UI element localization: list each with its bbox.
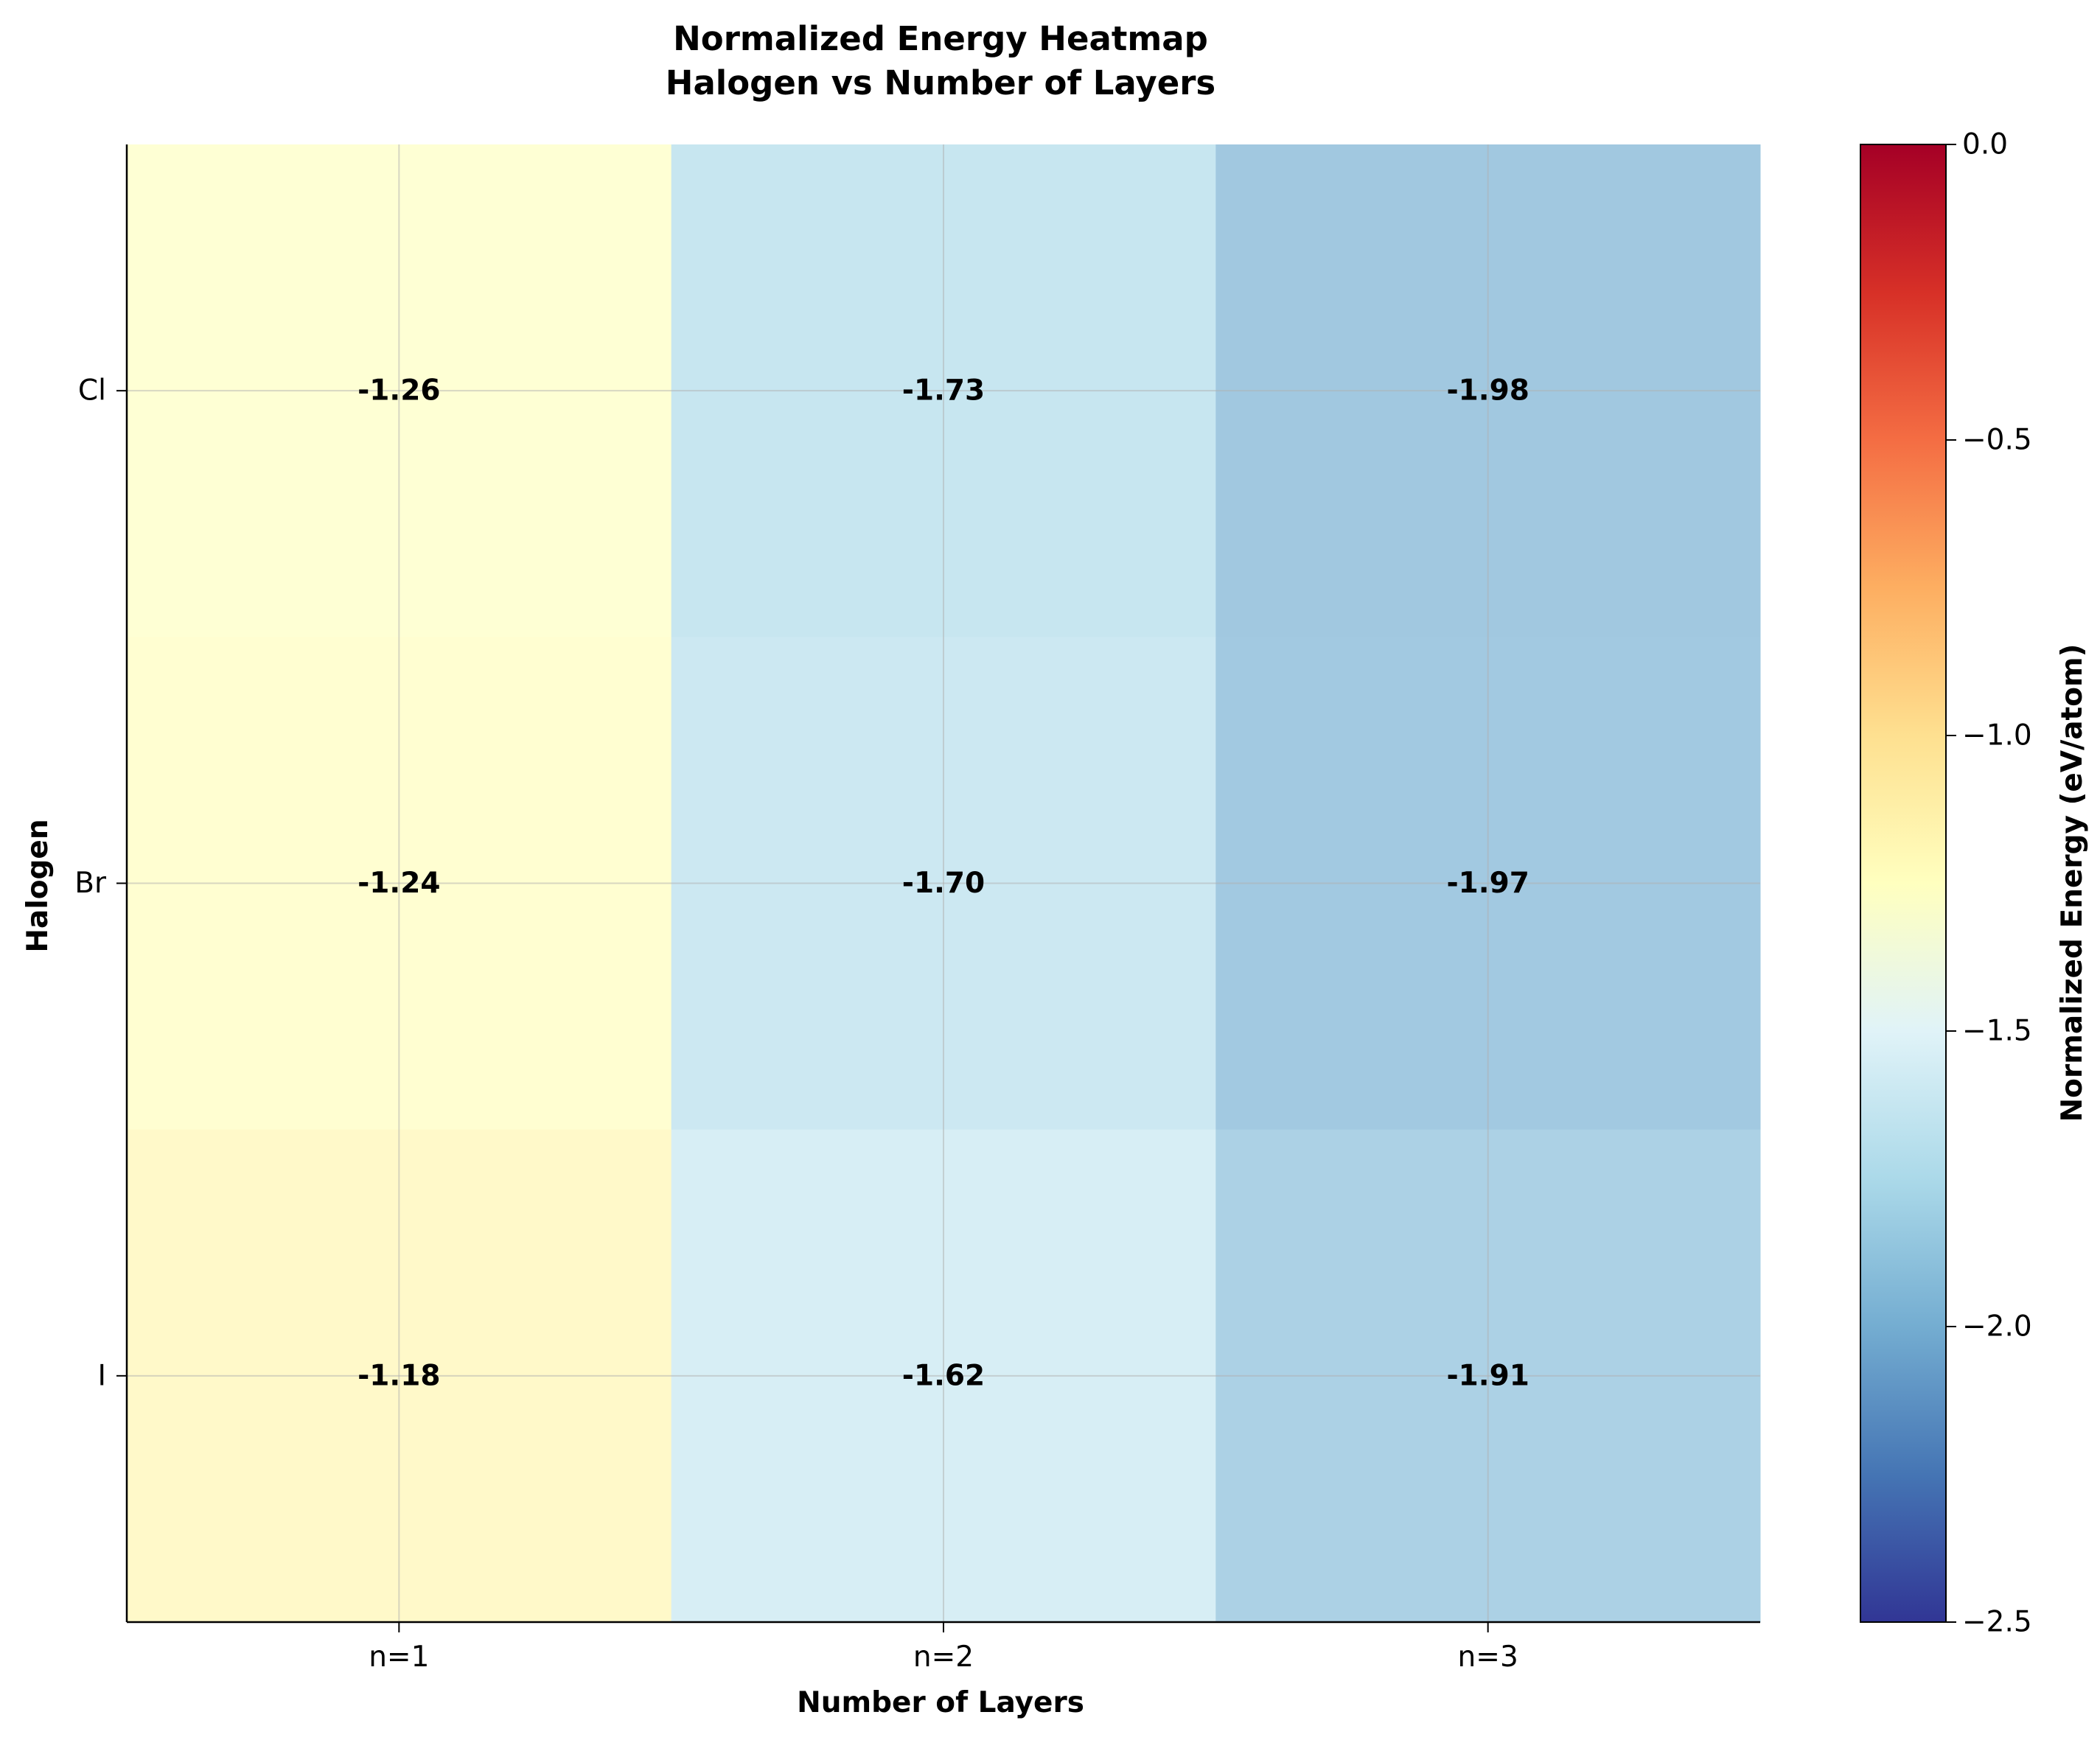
- x-tick-label: n=1: [369, 1641, 429, 1674]
- x-tick-label: n=3: [1458, 1641, 1518, 1674]
- y-tick-label: Br: [74, 867, 107, 900]
- x-tick-label: n=2: [913, 1641, 974, 1674]
- chart-title: Normalized Energy Heatmap: [673, 19, 1208, 58]
- colorbar-ticks: 0.0 −0.5 −1.0 −1.5 −2.0 −2.5: [1946, 128, 2032, 1639]
- colorbar-tick-label: −0.5: [1962, 424, 2032, 457]
- colorbar-tick-label: 0.0: [1962, 128, 2008, 161]
- chart-subtitle: Halogen vs Number of Layers: [666, 63, 1215, 102]
- colorbar-tick-label: −2.5: [1962, 1606, 2032, 1639]
- cell-value-label: -1.98: [1446, 374, 1529, 408]
- cell-value-label: -1.26: [357, 374, 440, 408]
- y-tick-label: Cl: [78, 374, 106, 408]
- y-tick-label: I: [97, 1359, 106, 1392]
- cell-value-labels: -1.26 -1.73 -1.98 -1.24 -1.70 -1.97 -1.18 -1.62…: [357, 374, 1529, 1393]
- colorbar-tick-label: −1.0: [1962, 719, 2032, 752]
- gridlines: [127, 144, 1760, 1622]
- x-axis-ticks: n=1 n=2 n=3: [369, 1622, 1518, 1674]
- y-axis-ticks: Cl Br I: [74, 374, 127, 1392]
- colorbar: [1860, 144, 1947, 1623]
- cell-value-label: -1.18: [357, 1359, 440, 1392]
- cell-value-label: -1.97: [1446, 867, 1529, 900]
- y-axis-label: Halogen: [21, 819, 55, 952]
- cell-value-label: -1.24: [357, 867, 440, 900]
- colorbar-label: Normalized Energy (eV/atom): [2056, 644, 2089, 1122]
- x-axis-label: Number of Layers: [797, 1686, 1084, 1719]
- colorbar-tick-label: −1.5: [1962, 1015, 2032, 1048]
- cell-value-label: -1.91: [1446, 1359, 1529, 1392]
- colorbar-tick-label: −2.0: [1962, 1310, 2032, 1344]
- cell-value-label: -1.62: [902, 1359, 985, 1392]
- cell-value-label: -1.73: [902, 374, 985, 408]
- cell-value-label: -1.70: [902, 867, 985, 900]
